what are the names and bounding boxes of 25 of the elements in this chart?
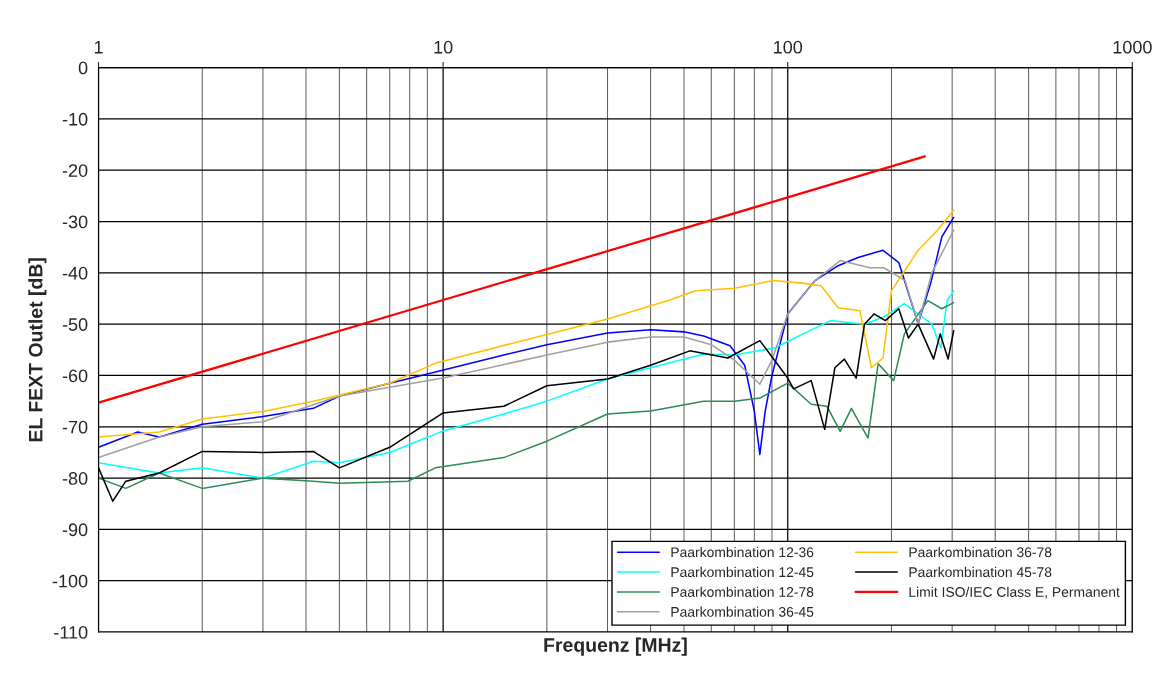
legend-label: Limit ISO/IEC Class E, Permanent <box>909 586 1120 599</box>
y-tick-label: -60 <box>62 369 88 383</box>
y-tick-label: -80 <box>62 472 88 485</box>
y-tick-label: -40 <box>62 266 88 280</box>
legend-label: Paarkombination 12-36 <box>671 546 814 558</box>
y-tick-label: -50 <box>62 318 88 331</box>
y-axis-title: EL FEXT Outlet [dB] <box>28 258 47 442</box>
x-tick-label: 1 <box>94 41 103 54</box>
legend-label: Paarkombination 45-78 <box>909 566 1052 578</box>
x-axis-title: Frequenz [MHz] <box>544 637 687 656</box>
legend-label: Paarkombination 12-78 <box>671 586 814 597</box>
x-tick-label: 1000 <box>1113 40 1152 54</box>
y-tick-label: -110 <box>54 625 88 639</box>
y-tick-label: -20 <box>62 164 88 177</box>
y-tick-label: -30 <box>62 215 88 229</box>
x-tick-label: 10 <box>434 40 453 54</box>
y-tick-label: 0 <box>78 61 88 75</box>
y-tick-label: -100 <box>52 574 88 588</box>
y-tick-label: -90 <box>62 523 88 537</box>
x-tick-label: 100 <box>774 40 803 54</box>
legend-label: Paarkombination 36-45 <box>671 606 814 617</box>
legend-label: Paarkombination 36-78 <box>909 546 1052 558</box>
y-tick-label: -10 <box>62 112 88 126</box>
y-tick-label: -70 <box>62 420 88 434</box>
legend-label: Paarkombination 12-45 <box>671 566 814 578</box>
